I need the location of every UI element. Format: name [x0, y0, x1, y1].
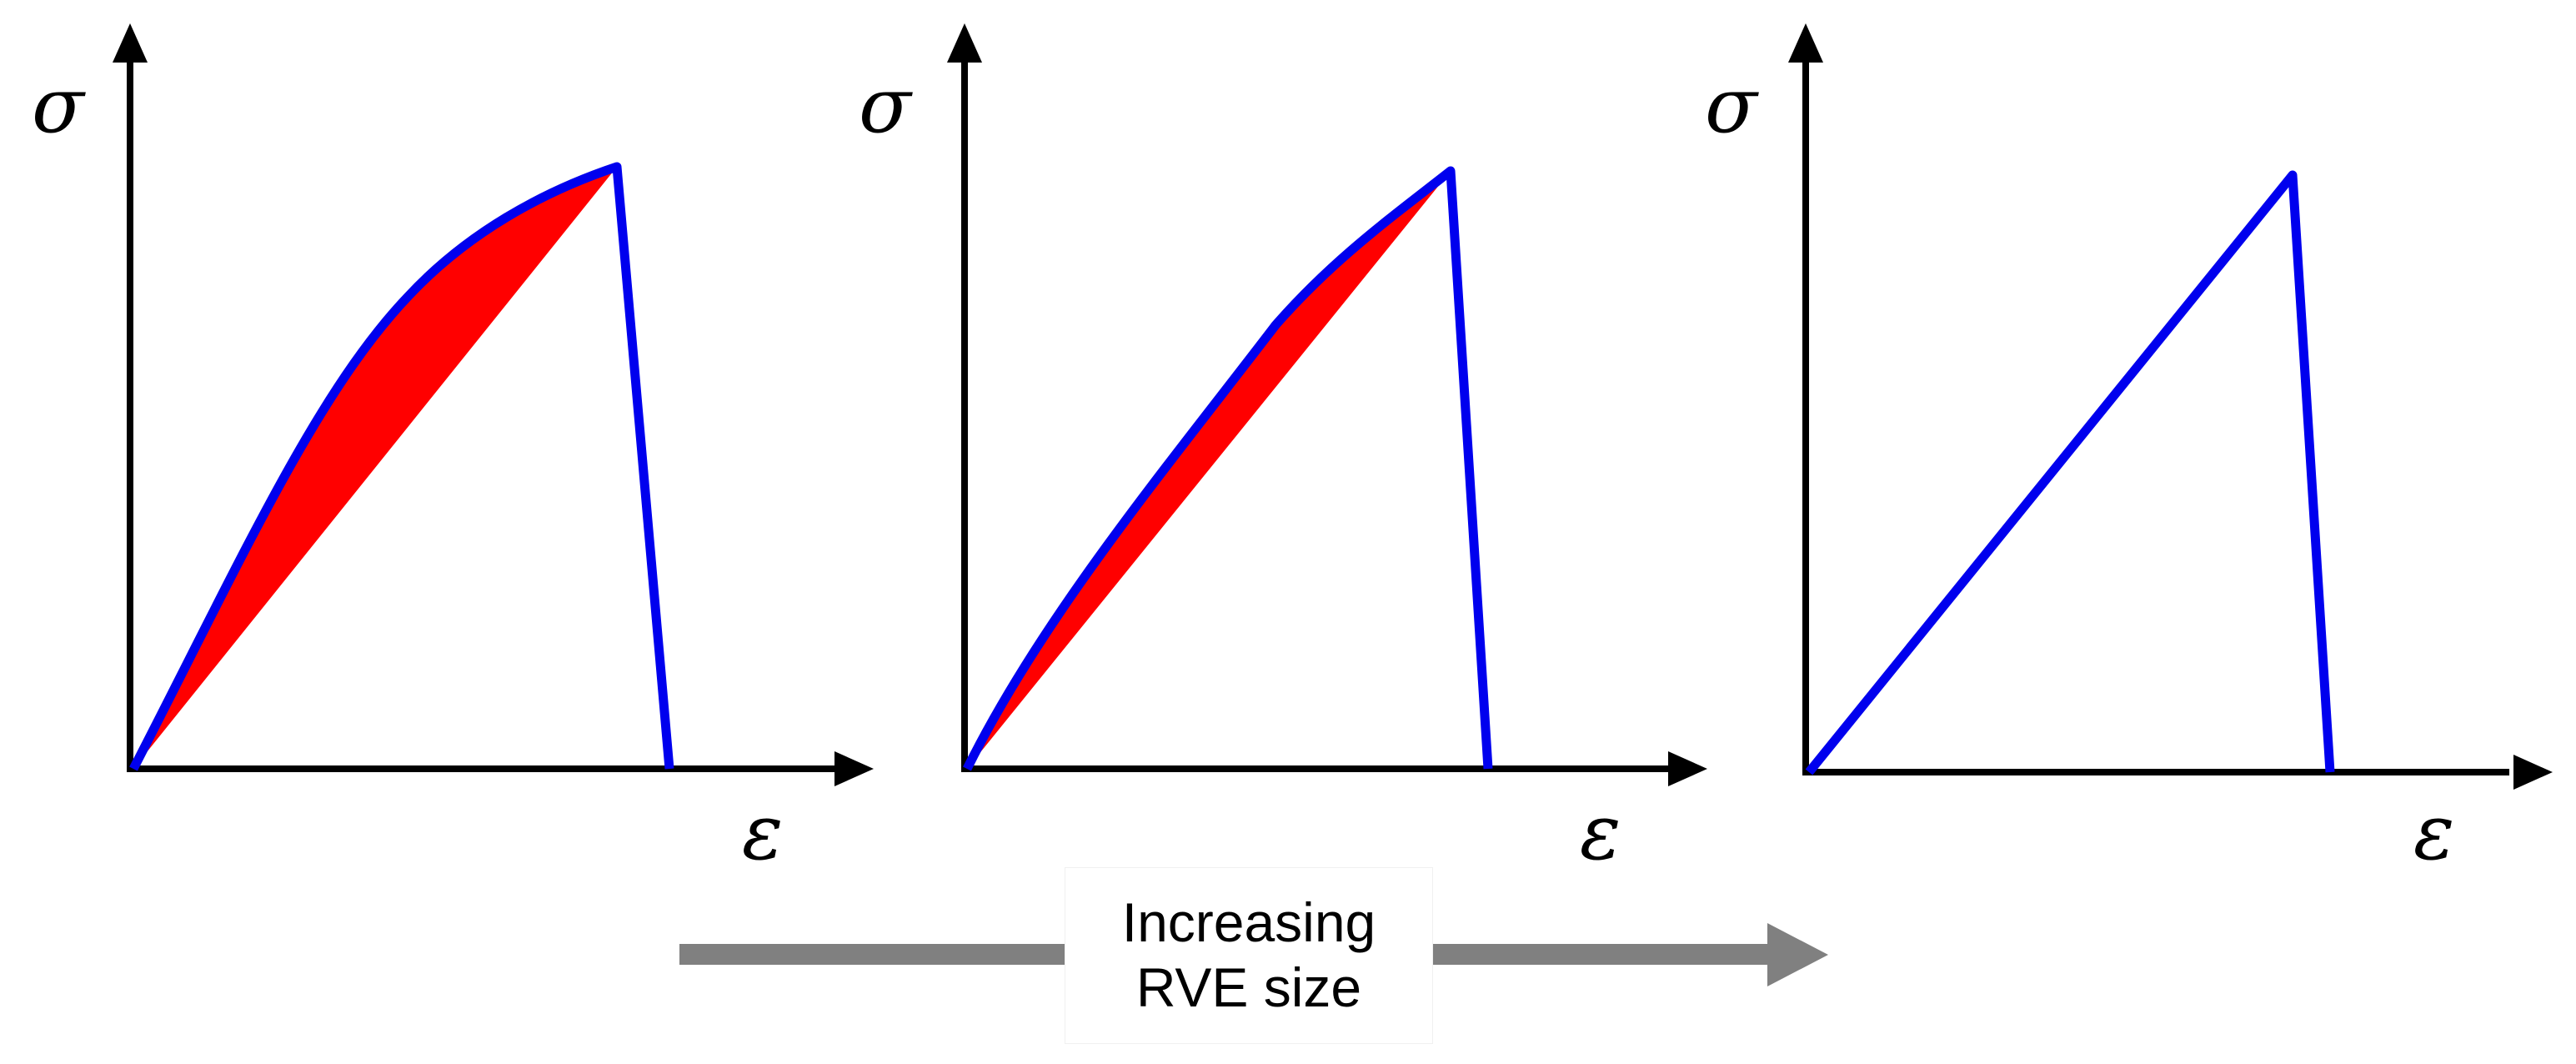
panel-2-y-axis-arrowhead — [947, 23, 982, 63]
panel-1: σ ε — [32, 23, 874, 877]
panel-3: σ ε — [1705, 23, 2553, 877]
panel-2-nonlinear-region — [967, 171, 1451, 769]
panel-1-x-axis-arrowhead — [834, 751, 874, 786]
panel-1-epsilon-label: ε — [742, 788, 783, 877]
panel-3-epsilon-label: ε — [2413, 788, 2454, 877]
panel-2-epsilon-label: ε — [1580, 788, 1621, 877]
caption-line-2: RVE size — [1135, 956, 1362, 1018]
panel-1-stress-strain-curve — [129, 162, 674, 771]
panel-2-sigma-label: σ — [859, 61, 913, 150]
panel-3-sigma-label: σ — [1705, 61, 1759, 150]
panel-3-stress-strain-curve — [1805, 170, 2335, 775]
panel-3-x-axis-arrowhead — [2513, 755, 2553, 790]
panel-1-y-axis-arrowhead — [113, 23, 148, 63]
arrow-head — [1767, 923, 1828, 986]
panel-3-y-axis-arrowhead — [1788, 23, 1823, 63]
panel-1-nonlinear-region — [133, 167, 617, 769]
panel-2-stress-strain-curve — [963, 166, 1493, 771]
panel-2: σ ε — [859, 23, 1707, 877]
panel-2-x-axis-arrowhead — [1668, 751, 1707, 786]
increasing-rve-size-caption: Increasing RVE size — [1065, 867, 1433, 1044]
panel-1-sigma-label: σ — [32, 61, 86, 150]
caption-line-1: Increasing — [1121, 891, 1376, 954]
